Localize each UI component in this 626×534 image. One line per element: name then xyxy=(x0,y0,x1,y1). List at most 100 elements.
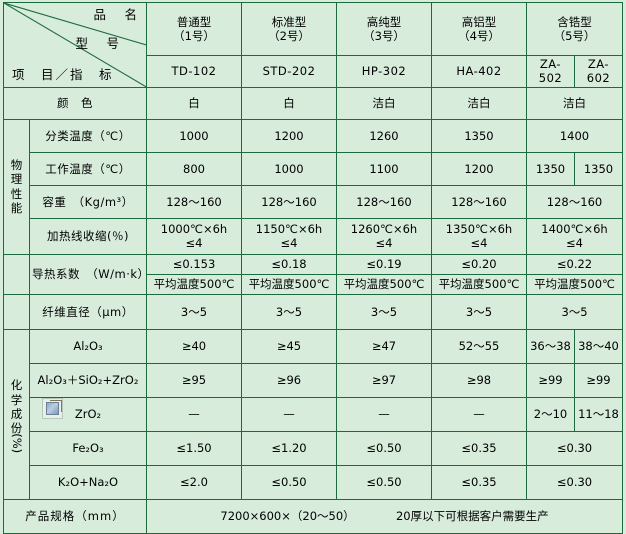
table-row-classification-temp: 物 理 性 能 分类温度（℃） 1000 1200 1260 1350 1400 xyxy=(3,118,624,255)
color-value-3: 洁白 xyxy=(336,86,432,120)
shrinkage-cond-1: 1000℃×6h xyxy=(160,221,228,236)
table-row-al-si-zr: Al₂O₃＋SiO₂+ZrO₂ ≥95 ≥96 ≥97 ≥98 ≥99 ≥99 xyxy=(4,362,624,398)
color-value-5: 洁白 xyxy=(525,86,624,120)
product-name-5: 含锆型 （5号） xyxy=(525,2,624,56)
al-si-zr-value-4: ≥98 xyxy=(431,362,527,398)
conductivity-value-4: ≤0.20 xyxy=(431,253,527,275)
chemical-label-char-1: 化 xyxy=(10,378,23,393)
shrinkage-cond-5: 1400℃×6h xyxy=(541,221,608,236)
product-number-3: （3号） xyxy=(363,29,405,43)
conductivity-cond-4: 平均温度500℃ xyxy=(431,273,527,295)
al-si-zr-value-1: ≥95 xyxy=(146,362,242,398)
table-row-zro2: ZrO₂ — — — — 2～10 11～18 xyxy=(4,396,624,432)
work-temp-value-5b: 1350 xyxy=(573,151,624,186)
work-temp-value-2: 1000 xyxy=(241,151,337,186)
shrinkage-value-5: 1400℃×6h ≤4 xyxy=(525,217,624,255)
product-title-2: 标准型 xyxy=(271,14,307,29)
al2o3-value-1: ≥40 xyxy=(146,328,242,364)
table-row-k-na: K₂O+Na₂O ≤2.0 ≤0.50 ≤0.50 ≤0.35 ≤0.30 xyxy=(4,464,624,500)
table-row-color: 颜 色 白 白 洁白 洁白 洁白 xyxy=(3,86,624,120)
product-number-4: （4号） xyxy=(458,29,500,43)
product-code-3: HP-302 xyxy=(336,55,432,88)
k-na-value-3: ≤0.50 xyxy=(336,464,432,500)
header-label-model-no: 型 号 xyxy=(75,36,122,51)
bulk-density-value-3: 128～160 xyxy=(336,184,432,219)
chemical-label-percent: (%) xyxy=(9,433,24,453)
spec-table-page: 品 名 型 号 项 目／指 标 普通型 （1号） 标准型 （2号） 高纯型 （3… xyxy=(3,2,624,534)
work-temp-value-5a: 1350 xyxy=(526,151,575,186)
row-label-shrinkage: 加热线收缩(％) xyxy=(29,217,147,255)
fe2o3-value-5: ≤0.30 xyxy=(525,430,624,466)
broken-image-icon xyxy=(42,398,63,419)
fe2o3-value-1: ≤1.50 xyxy=(146,430,242,466)
al-si-zr-value-2: ≥96 xyxy=(241,362,337,398)
color-value-4: 洁白 xyxy=(431,86,527,120)
footer-spec-dimensions: 7200×600×（20～50） xyxy=(220,509,355,524)
zro2-value-1: — xyxy=(146,396,242,432)
product-title-5: 含锆型 xyxy=(557,14,592,29)
footer-spec-note: 20厚以下可根据客户需要生产 xyxy=(395,509,549,524)
work-temp-value-4: 1200 xyxy=(431,151,527,186)
k-na-value-1: ≤2.0 xyxy=(146,464,242,500)
product-code-2: STD-202 xyxy=(241,55,337,88)
conductivity-value-3: ≤0.19 xyxy=(336,253,432,275)
work-temp-value-1: 800 xyxy=(146,151,242,186)
zro2-value-3: — xyxy=(336,396,432,432)
shrinkage-value-3: 1260℃×6h ≤4 xyxy=(336,217,432,255)
product-code-5b: ZA-602 xyxy=(573,55,624,88)
table-row-fiber-diameter: 纤维直径（μm） 3～5 3～5 3～5 3～5 3～5 xyxy=(3,293,624,330)
row-label-bulk-density: 容重 （Kg/m³） xyxy=(29,184,147,219)
conductivity-cond-1: 平均温度500℃ xyxy=(146,273,242,295)
fe2o3-value-3: ≤0.50 xyxy=(336,430,432,466)
shrinkage-limit-1: ≤4 xyxy=(185,236,203,251)
product-number-2: （2号） xyxy=(268,29,310,43)
section-label-physical-end xyxy=(3,294,30,330)
shrinkage-cond-3: 1260℃×6h xyxy=(350,221,418,236)
table-row-working-temp: 工作温度（℃） 800 1000 1100 1200 1350 1350 xyxy=(4,151,624,186)
zro2-value-4: — xyxy=(431,396,527,432)
chemical-label-char-2: 学 xyxy=(10,392,23,407)
work-temp-value-3: 1100 xyxy=(336,151,432,186)
row-label-working-temp: 工作温度（℃） xyxy=(29,151,147,186)
k-na-value-2: ≤0.50 xyxy=(241,464,337,500)
broken-image-tear xyxy=(50,400,62,412)
al2o3-value-5a: 36～38 xyxy=(526,328,575,364)
product-code-1: TD-102 xyxy=(146,55,242,88)
conductivity-cond-5: 平均温度500℃ xyxy=(525,273,624,295)
zro2-value-5b: 11～18 xyxy=(573,396,624,432)
physical-label-char-1: 物 xyxy=(10,158,23,172)
k-na-value-4: ≤0.35 xyxy=(431,464,527,500)
bulk-density-value-5: 128～160 xyxy=(525,184,624,219)
al2o3-value-5b: 38～40 xyxy=(573,328,624,364)
table-row-product-spec: 产品规格（mm） 7200×600×（20～50） 20厚以下可根据客户需要生产 xyxy=(3,498,624,534)
row-label-conductivity: 导热系数 （W/m·k） xyxy=(29,253,149,295)
class-temp-value-4: 1350 xyxy=(431,118,527,153)
al2o3-value-2: ≥45 xyxy=(241,328,337,364)
k-na-value-5: ≤0.30 xyxy=(525,464,624,500)
header-label-item-index: 项 目／指 标 xyxy=(12,67,114,83)
product-spec-table: 品 名 型 号 项 目／指 标 普通型 （1号） 标准型 （2号） 高纯型 （3… xyxy=(3,2,624,534)
shrinkage-cond-4: 1350℃×6h xyxy=(445,221,513,236)
al2o3-value-3: ≥47 xyxy=(336,328,432,364)
conductivity-cond-3: 平均温度500℃ xyxy=(336,273,432,295)
fe2o3-value-2: ≤1.20 xyxy=(241,430,337,466)
fiber-diameter-value-3: 3～5 xyxy=(336,293,432,330)
product-number-1: （1号） xyxy=(173,29,215,43)
al-si-zr-value-5b: ≥99 xyxy=(573,362,624,398)
section-label-chemical: 化 学 成 份 (%) xyxy=(3,328,30,500)
al-si-zr-value-5a: ≥99 xyxy=(526,362,575,398)
section-label-physical-cont xyxy=(3,254,30,295)
shrinkage-limit-5: ≤4 xyxy=(566,236,583,251)
shrinkage-limit-4: ≤4 xyxy=(470,236,488,251)
fiber-diameter-value-1: 3～5 xyxy=(146,293,242,330)
header-corner-cell: 品 名 型 号 项 目／指 标 xyxy=(3,2,147,88)
corner-diagonals: 品 名 型 号 项 目／指 标 xyxy=(4,3,146,87)
class-temp-value-3: 1260 xyxy=(336,118,432,153)
shrinkage-value-2: 1150℃×6h ≤4 xyxy=(241,217,337,255)
physical-label-char-2: 理 xyxy=(10,172,23,187)
row-label-al2o3: Al₂O₃ xyxy=(29,328,147,364)
shrinkage-value-4: 1350℃×6h ≤4 xyxy=(431,217,527,255)
conductivity-value-5: ≤0.22 xyxy=(525,253,624,275)
physical-label-char-4: 能 xyxy=(10,201,23,216)
fiber-diameter-value-4: 3～5 xyxy=(431,293,527,330)
